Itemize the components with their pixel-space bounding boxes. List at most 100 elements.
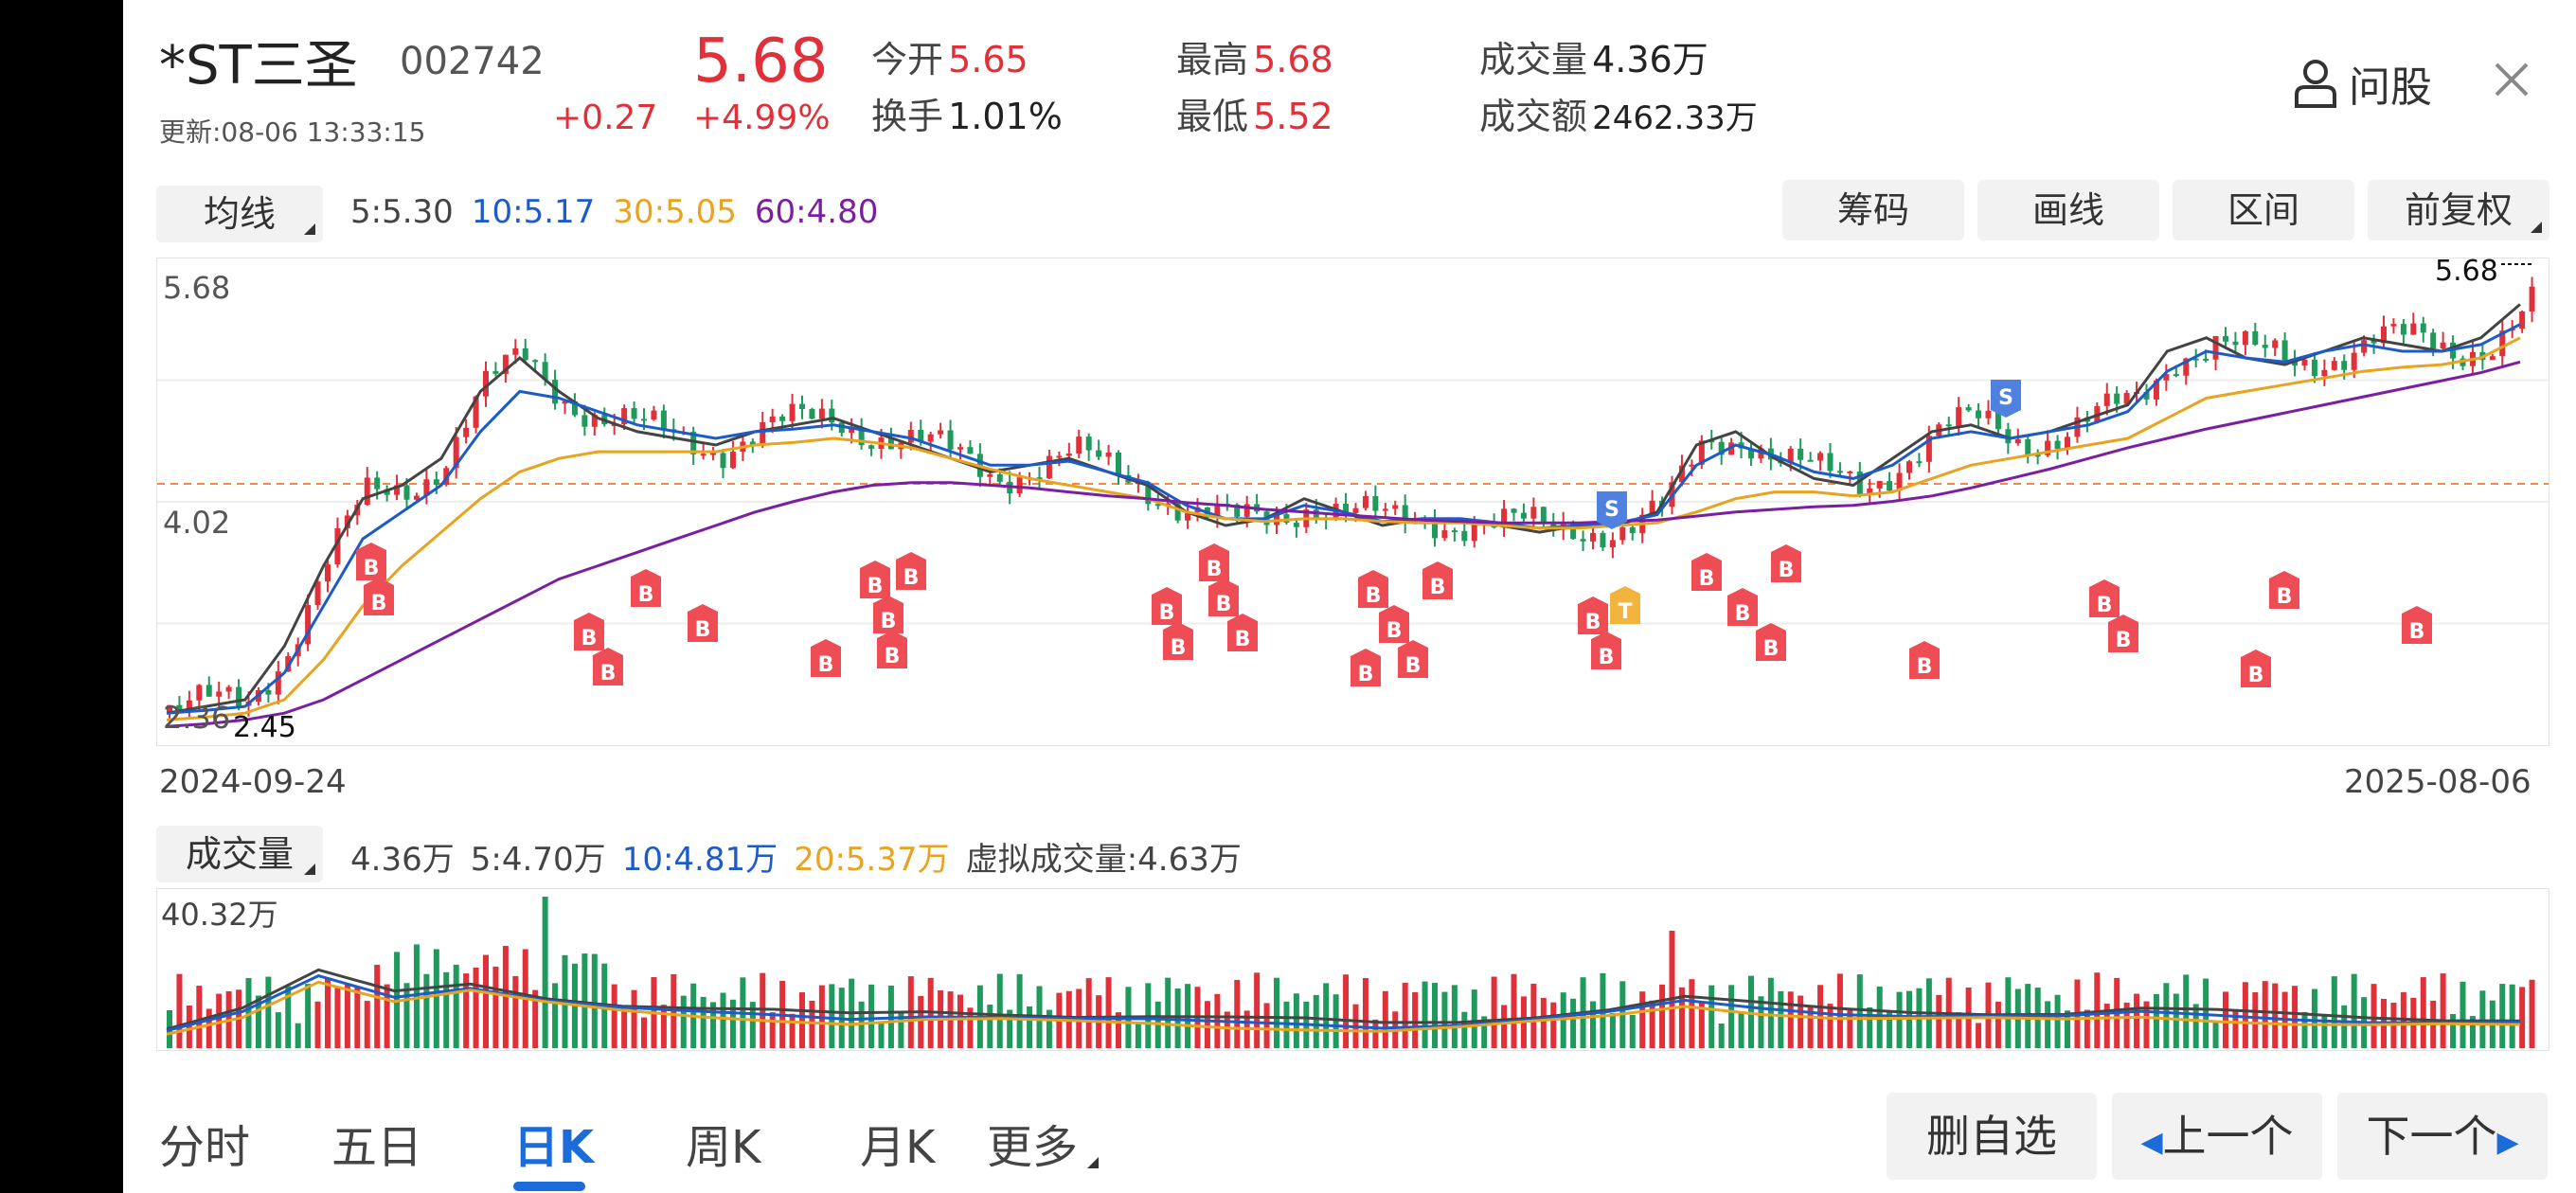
candle-body [522,347,528,361]
buy-signal-icon: B [1163,622,1193,660]
candle-body [1530,507,1537,519]
candle-body [334,527,341,565]
volume-bar [2331,976,2337,1048]
candle-body [749,441,756,445]
candle-body [690,432,697,454]
tab-five-day[interactable]: 五日 [331,1121,423,1174]
volume-bar [1234,979,1241,1048]
sell-signal-icon: S [1991,380,2021,418]
volume-bar [483,954,489,1048]
sell-signal-icon: S [1597,491,1627,529]
volume-bar [1461,1011,1468,1048]
svg-text:B: B [1207,558,1223,581]
tab-monthly-k[interactable]: 月K [860,1121,936,1174]
candle-body [1036,477,1043,480]
volume-bar [1550,1002,1557,1048]
ask-stock-button[interactable]: 问股 [2292,53,2432,114]
volume-bar [1836,973,1843,1048]
candle-body [1748,448,1754,459]
candle-body [1362,495,1368,508]
close-icon[interactable] [2493,61,2531,98]
range-button[interactable]: 区间 [2173,180,2354,240]
volume-bar [2292,986,2299,1048]
buy-signal-icon: B [1379,605,1409,643]
volume-bar [1293,993,1299,1048]
candle-body [829,408,835,423]
candle-body [433,479,439,486]
candle-body [1243,504,1250,517]
volume-bar [1827,1004,1834,1048]
candle-body [927,434,934,442]
candle-body [1185,511,1191,521]
chips-button[interactable]: 筹码 [1782,180,1964,240]
tab-intraday[interactable]: 分时 [159,1121,251,1174]
svg-text:B: B [2409,620,2425,644]
candle-body [1925,436,1932,462]
volume-bar [463,973,470,1048]
candle-body [1619,526,1626,541]
volume-bar [265,976,272,1048]
candle-body [1046,455,1052,479]
volume-bar [186,1006,192,1048]
next-stock-button[interactable]: 下一个▶ [2337,1093,2548,1180]
candle-body [760,421,766,445]
svg-text:B: B [818,653,834,677]
volume-bar [1412,991,1419,1048]
adjust-button[interactable]: 前复权 [2368,180,2549,240]
prev-stock-button[interactable]: ◀上一个 [2112,1093,2322,1180]
tab-weekly-k[interactable]: 周K [686,1121,761,1174]
candle-body [2163,374,2170,381]
candle-body [1105,452,1112,457]
buy-signal-icon: B [1351,649,1381,686]
svg-text:B: B [371,592,387,615]
ma-selector[interactable]: 均线 [156,186,323,242]
tab-daily-k[interactable]: 日K [513,1121,595,1174]
volume-bar [2065,1010,2070,1048]
person-icon [2292,57,2339,110]
buy-signal-icon: B [2089,579,2120,617]
tab-more[interactable]: 更多 [987,1110,1106,1176]
stat-open: 今开 5.65 [871,30,1029,82]
candle-body [2025,438,2031,455]
svg-text:B: B [2277,585,2293,609]
buy-signal-icon: B [2402,606,2432,644]
candle-body [641,418,647,421]
candle-body [423,479,430,496]
ma30-value: 30:5.05 [613,193,737,231]
current-price: 5.68 [693,27,829,97]
volume-bar [1649,1000,1655,1048]
buy-signal-icon: B [1909,641,1940,679]
volume-selector[interactable]: 成交量 [156,826,323,882]
volume-bar [1007,1009,1013,1048]
vol-ma5: 5:4.70万 [470,841,606,879]
volume-bar [1718,1024,1725,1048]
volume-bar [1659,984,1666,1048]
svg-text:B: B [1779,559,1795,582]
draw-line-button[interactable]: 画线 [1977,180,2159,240]
candle-body [1511,508,1517,513]
candle-body [938,430,944,435]
delete-watchlist-button[interactable]: 删自选 [1887,1093,2097,1180]
vol-ma20: 20:5.37万 [794,841,950,879]
ma-line-60 [166,360,2521,728]
volume-bar [1204,1001,1210,1048]
volume-bar [660,1005,667,1048]
ma5-value: 5:5.30 [350,193,454,231]
candle-body [1471,524,1477,542]
candle-body [1896,472,1903,491]
volume-bar [2242,982,2248,1048]
svg-text:B: B [903,566,920,590]
candle-body [206,685,212,697]
volume-bar [1343,974,1350,1048]
volume-bar [2054,994,2061,1048]
volume-bar [2311,988,2317,1048]
svg-text:S: S [1998,386,2013,410]
svg-text:B: B [600,662,617,686]
volume-bar [987,1005,993,1048]
volume-bar [2045,1001,2051,1048]
candle-body [2203,358,2209,361]
volume-panel[interactable]: 40.32万 [156,888,2549,1051]
volume-bar [1471,989,1477,1048]
candle-body [2212,335,2219,360]
